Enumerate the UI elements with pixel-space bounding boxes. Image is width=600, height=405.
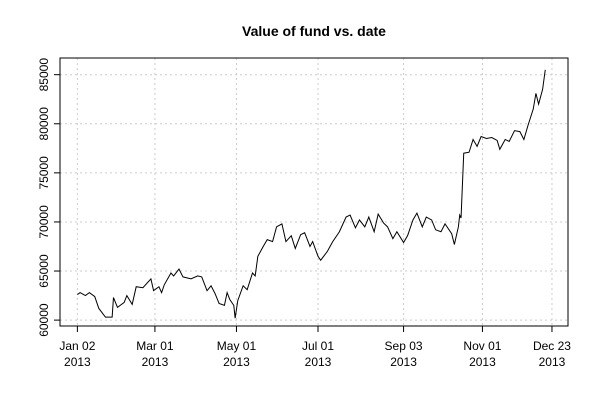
x-tick-label-line: 2013 bbox=[64, 355, 91, 369]
x-tick-label-line: 2013 bbox=[469, 355, 496, 369]
data-line bbox=[77, 69, 546, 319]
y-tick-label: 60000 bbox=[37, 303, 51, 337]
plot-frame bbox=[59, 57, 569, 327]
x-tick-label: Mar 01 2013 bbox=[136, 339, 174, 369]
x-tick-label-line: May 01 bbox=[217, 339, 257, 353]
x-tick-label-line: 2013 bbox=[539, 355, 566, 369]
x-tick-label: Jul 01 2013 bbox=[302, 339, 334, 369]
y-tick-label: 70000 bbox=[37, 205, 51, 239]
x-tick-label-line: Jan 02 bbox=[59, 339, 95, 353]
x-tick-label-line: Dec 23 bbox=[533, 339, 571, 353]
x-tick-label-line: 2013 bbox=[142, 355, 169, 369]
x-tick-label-line: 2013 bbox=[223, 355, 250, 369]
x-tick-label: May 01 2013 bbox=[217, 339, 257, 369]
x-tick-label-line: Nov 01 bbox=[463, 339, 501, 353]
y-tick-label: 65000 bbox=[37, 254, 51, 288]
y-tick-label: 75000 bbox=[37, 156, 51, 190]
chart-title: Value of fund vs. date bbox=[242, 23, 386, 39]
y-tick-label: 85000 bbox=[37, 58, 51, 92]
x-tick-label-line: Jul 01 bbox=[302, 339, 334, 353]
x-tick-label-line: Mar 01 bbox=[136, 339, 174, 353]
x-tick-label-line: 2013 bbox=[390, 355, 417, 369]
x-tick-label: Dec 23 2013 bbox=[533, 339, 571, 369]
x-tick-label: Sep 03 2013 bbox=[385, 339, 423, 369]
x-tick-label: Jan 02 2013 bbox=[59, 339, 95, 369]
y-tick-label: 80000 bbox=[37, 107, 51, 141]
x-tick-label: Nov 01 2013 bbox=[463, 339, 501, 369]
x-tick-label-line: Sep 03 bbox=[385, 339, 423, 353]
x-tick-label-line: 2013 bbox=[305, 355, 332, 369]
